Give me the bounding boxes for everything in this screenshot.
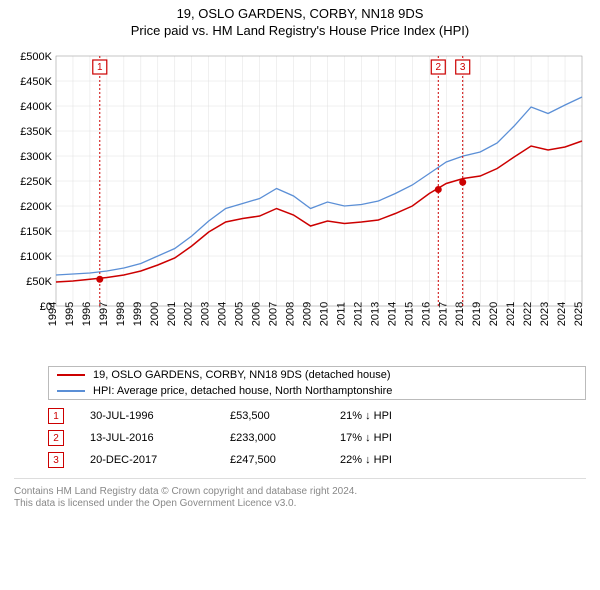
marker-row-pct: 21% ↓ HPI: [340, 410, 392, 422]
marker-row-date: 13-JUL-2016: [90, 432, 230, 444]
chart-title: 19, OSLO GARDENS, CORBY, NN18 9DS: [8, 6, 592, 21]
x-tick-label: 2014: [386, 302, 398, 326]
x-tick-label: 2008: [285, 302, 297, 326]
x-tick-label: 2005: [234, 302, 246, 326]
y-tick-label: £150K: [20, 226, 52, 238]
legend-label: HPI: Average price, detached house, Nort…: [93, 385, 392, 397]
marker-row-price: £53,500: [230, 410, 340, 422]
marker-row-date: 30-JUL-1996: [90, 410, 230, 422]
x-tick-label: 2016: [420, 302, 432, 326]
x-tick-label: 2023: [539, 302, 551, 326]
x-tick-label: 2019: [471, 302, 483, 326]
x-tick-label: 2021: [505, 302, 517, 326]
chart-header: 19, OSLO GARDENS, CORBY, NN18 9DS Price …: [0, 0, 600, 42]
y-tick-label: £50K: [26, 276, 52, 288]
x-tick-label: 2015: [403, 302, 415, 326]
x-tick-label: 2017: [437, 302, 449, 326]
marker-number: 3: [460, 62, 466, 73]
x-tick-label: 2013: [369, 302, 381, 326]
marker-point: [96, 276, 103, 283]
chart-area: £0£50K£100K£150K£200K£250K£300K£350K£400…: [8, 48, 592, 360]
x-tick-label: 2000: [149, 302, 161, 326]
x-tick-label: 2010: [318, 302, 330, 326]
x-tick-label: 1995: [64, 302, 76, 326]
footer-copyright: Contains HM Land Registry data © Crown c…: [14, 486, 586, 497]
marker-number: 2: [436, 62, 442, 73]
footer-licence: This data is licensed under the Open Gov…: [14, 498, 586, 509]
y-tick-label: £200K: [20, 201, 52, 213]
legend: 19, OSLO GARDENS, CORBY, NN18 9DS (detac…: [48, 366, 586, 400]
marker-row-price: £247,500: [230, 454, 340, 466]
legend-swatch: [57, 374, 85, 376]
marker-point: [435, 186, 442, 193]
marker-row: 3 20-DEC-2017£247,50022% ↓ HPI: [48, 452, 586, 468]
y-tick-label: £350K: [20, 126, 52, 138]
marker-row: 2 13-JUL-2016£233,00017% ↓ HPI: [48, 430, 586, 446]
x-tick-label: 2006: [251, 302, 263, 326]
legend-label: 19, OSLO GARDENS, CORBY, NN18 9DS (detac…: [93, 369, 391, 381]
x-tick-label: 2025: [573, 302, 585, 326]
x-tick-label: 2002: [183, 302, 195, 326]
y-tick-label: £450K: [20, 76, 52, 88]
x-tick-label: 1998: [115, 302, 127, 326]
chart-subtitle: Price paid vs. HM Land Registry's House …: [8, 23, 592, 38]
marker-row-pct: 22% ↓ HPI: [340, 454, 392, 466]
marker-row-date: 20-DEC-2017: [90, 454, 230, 466]
line-chart-svg: £0£50K£100K£150K£200K£250K£300K£350K£400…: [8, 48, 592, 360]
marker-row-number: 3: [48, 452, 64, 468]
marker-row-pct: 17% ↓ HPI: [340, 432, 392, 444]
y-tick-label: £250K: [20, 176, 52, 188]
x-tick-label: 1996: [81, 302, 93, 326]
marker-row-number: 2: [48, 430, 64, 446]
x-tick-label: 2003: [200, 302, 212, 326]
x-tick-label: 2018: [454, 302, 466, 326]
x-tick-label: 2024: [556, 302, 568, 326]
marker-row: 1 30-JUL-1996£53,50021% ↓ HPI: [48, 408, 586, 424]
x-tick-label: 2001: [166, 302, 178, 326]
marker-row-price: £233,000: [230, 432, 340, 444]
marker-table: 1 30-JUL-1996£53,50021% ↓ HPI 2 13-JUL-2016…: [48, 408, 586, 468]
marker-row-number: 1: [48, 408, 64, 424]
x-tick-label: 2022: [522, 302, 534, 326]
x-tick-label: 2007: [268, 302, 280, 326]
y-tick-label: £300K: [20, 151, 52, 163]
y-tick-label: £500K: [20, 51, 52, 63]
x-tick-label: 2012: [352, 302, 364, 326]
legend-row: 19, OSLO GARDENS, CORBY, NN18 9DS (detac…: [49, 367, 585, 383]
x-tick-label: 2009: [302, 302, 314, 326]
marker-point: [459, 179, 466, 186]
legend-swatch: [57, 390, 85, 392]
x-tick-label: 2004: [217, 302, 229, 326]
y-tick-label: £100K: [20, 251, 52, 263]
x-tick-label: 1999: [132, 302, 144, 326]
marker-number: 1: [97, 62, 103, 73]
legend-row: HPI: Average price, detached house, Nort…: [49, 383, 585, 399]
footer: Contains HM Land Registry data © Crown c…: [14, 478, 586, 509]
x-tick-label: 1994: [47, 302, 59, 326]
y-tick-label: £400K: [20, 101, 52, 113]
x-tick-label: 2011: [335, 302, 347, 326]
x-tick-label: 2020: [488, 302, 500, 326]
